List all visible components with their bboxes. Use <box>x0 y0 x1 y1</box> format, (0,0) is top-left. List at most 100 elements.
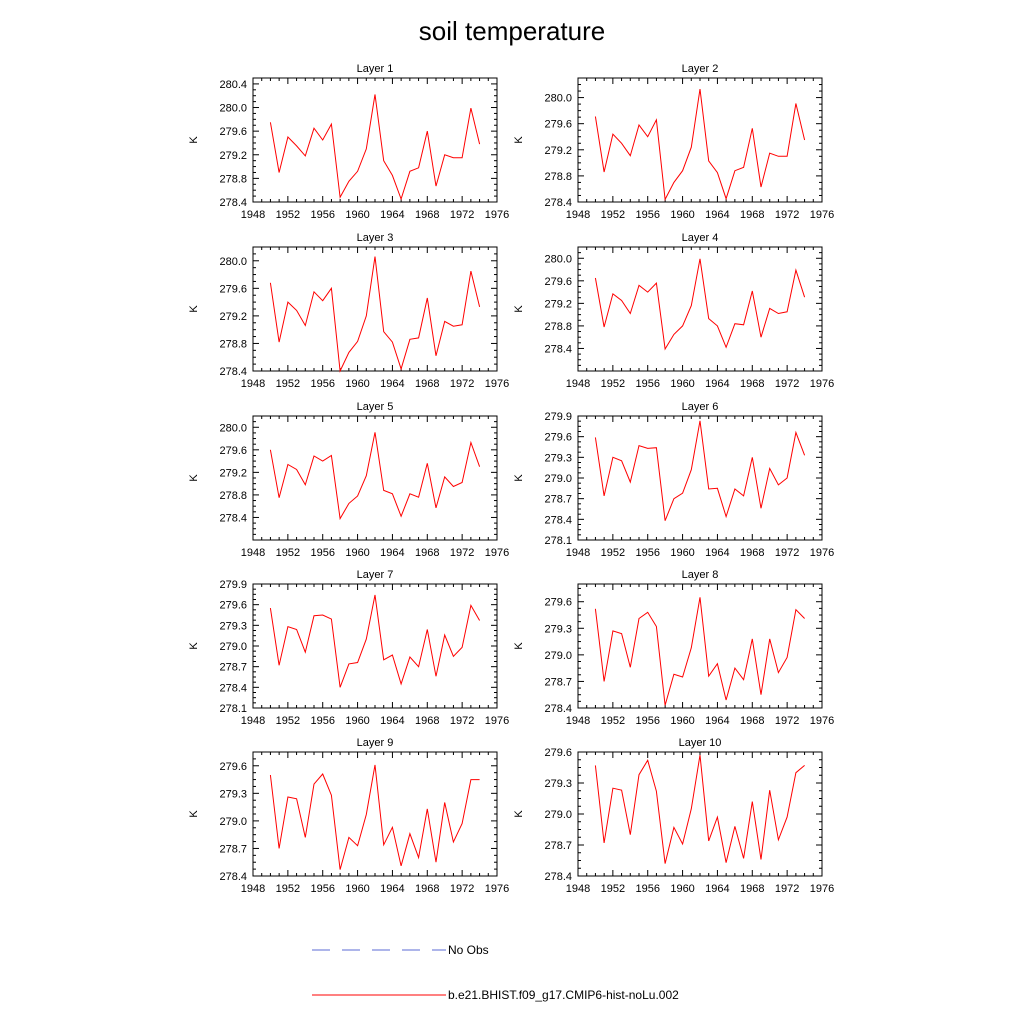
panel-layer-8: Layer 8 K 1948 1952 1956 1960 1964 1968 1972 1976… <box>513 569 834 727</box>
y-axis-label: K <box>513 642 525 650</box>
panel-title: Layer 9 <box>357 737 394 749</box>
x-tick-label: 1976 <box>485 715 509 727</box>
series-line-model <box>269 94 481 201</box>
plot-frame <box>577 415 823 541</box>
plot-frame <box>577 583 823 709</box>
panel-layer-5: Layer 5 K 1948 1952 1956 1960 1964 1968 1972 1976… <box>188 401 509 559</box>
x-tick-label: 1956 <box>310 209 334 221</box>
x-tick-label: 1968 <box>740 209 764 221</box>
x-tick-label: 1960 <box>670 715 694 727</box>
y-tick-label: 278.4 <box>544 197 572 209</box>
x-tick-label: 1948 <box>241 378 265 390</box>
y-axis-label: K <box>188 136 200 144</box>
y-tick-label: 278.1 <box>219 703 247 715</box>
x-tick-label: 1960 <box>345 715 369 727</box>
plot-frame <box>577 77 823 203</box>
x-tick-label: 1968 <box>740 715 764 727</box>
y-tick-label: 279.6 <box>544 432 572 444</box>
x-tick-label: 1952 <box>276 209 300 221</box>
x-tick-label: 1972 <box>450 883 474 895</box>
y-tick-label: 279.9 <box>219 579 247 591</box>
y-axis-label: K <box>513 305 525 313</box>
panel-title: Layer 4 <box>682 232 719 244</box>
x-tick-label: 1976 <box>810 378 834 390</box>
legend-label-no-obs: No Obs <box>448 943 489 957</box>
x-tick-label: 1972 <box>775 715 799 727</box>
y-tick-label: 279.3 <box>219 620 247 632</box>
panel-title: Layer 5 <box>357 401 394 413</box>
x-tick-label: 1972 <box>450 715 474 727</box>
y-tick-label: 279.6 <box>544 597 572 609</box>
panel-layer-4: Layer 4 K 1948 1952 1956 1960 1964 1968 1972 1976… <box>513 232 834 390</box>
y-tick-label: 278.4 <box>219 871 247 883</box>
x-tick-label: 1972 <box>450 378 474 390</box>
x-tick-label: 1964 <box>705 209 729 221</box>
y-tick-label: 279.6 <box>544 119 572 131</box>
x-tick-label: 1968 <box>415 883 439 895</box>
y-axis-label: K <box>513 810 525 818</box>
panel-title: Layer 7 <box>357 569 394 581</box>
x-tick-label: 1948 <box>241 209 265 221</box>
x-tick-label: 1948 <box>241 883 265 895</box>
legend-label-model: b.e21.BHIST.f09_g17.CMIP6-hist-noLu.002 <box>448 988 679 1002</box>
x-tick-label: 1960 <box>670 547 694 559</box>
x-tick-label: 1964 <box>380 883 404 895</box>
y-tick-label: 279.6 <box>544 276 572 288</box>
y-tick-label: 278.4 <box>219 197 247 209</box>
x-tick-label: 1956 <box>635 209 659 221</box>
y-tick-label: 278.7 <box>544 676 572 688</box>
series-line-model <box>269 256 481 373</box>
plot-frame <box>577 246 823 372</box>
x-tick-label: 1968 <box>740 883 764 895</box>
y-tick-label: 278.7 <box>219 662 247 674</box>
x-tick-label: 1952 <box>601 715 625 727</box>
y-tick-label: 279.0 <box>544 473 572 485</box>
y-tick-label: 279.0 <box>219 816 247 828</box>
x-tick-label: 1960 <box>345 378 369 390</box>
plot-frame <box>252 246 498 372</box>
x-tick-label: 1964 <box>380 209 404 221</box>
x-tick-label: 1960 <box>670 883 694 895</box>
x-tick-label: 1952 <box>601 883 625 895</box>
y-tick-label: 279.2 <box>219 311 247 323</box>
y-tick-label: 279.2 <box>219 150 247 162</box>
y-tick-label: 280.0 <box>219 422 247 434</box>
y-axis-label: K <box>188 642 200 650</box>
x-tick-label: 1956 <box>635 547 659 559</box>
x-tick-label: 1956 <box>635 378 659 390</box>
x-tick-label: 1976 <box>485 209 509 221</box>
series-line-model <box>594 755 805 864</box>
y-tick-label: 279.3 <box>219 788 247 800</box>
x-tick-label: 1948 <box>566 715 590 727</box>
y-tick-label: 279.3 <box>544 778 572 790</box>
x-tick-label: 1968 <box>415 547 439 559</box>
y-tick-label: 278.8 <box>544 321 572 333</box>
x-tick-label: 1952 <box>276 547 300 559</box>
x-tick-label: 1948 <box>566 547 590 559</box>
x-tick-label: 1948 <box>566 378 590 390</box>
y-tick-label: 279.3 <box>544 623 572 635</box>
x-tick-label: 1956 <box>310 883 334 895</box>
x-tick-label: 1976 <box>810 209 834 221</box>
y-axis-label: K <box>188 305 200 313</box>
y-tick-label: 278.4 <box>544 703 572 715</box>
y-tick-label: 279.3 <box>544 452 572 464</box>
y-axis-label: K <box>188 810 200 818</box>
y-tick-label: 278.1 <box>544 535 572 547</box>
plot-frame <box>577 751 823 877</box>
panel-layer-7: Layer 7 K 1948 1952 1956 1960 1964 1968 1972 1976… <box>188 569 509 727</box>
plot-frame <box>252 583 498 709</box>
y-tick-label: 279.9 <box>544 411 572 423</box>
y-tick-label: 278.4 <box>219 682 247 694</box>
x-tick-label: 1964 <box>380 715 404 727</box>
y-axis-label: K <box>188 474 200 482</box>
panel-title: Layer 3 <box>357 232 394 244</box>
x-tick-label: 1964 <box>705 378 729 390</box>
y-tick-label: 278.4 <box>544 514 572 526</box>
panel-title: Layer 1 <box>357 63 394 75</box>
y-tick-label: 279.2 <box>219 467 247 479</box>
x-tick-label: 1956 <box>310 547 334 559</box>
x-tick-label: 1968 <box>415 715 439 727</box>
y-tick-label: 278.7 <box>544 494 572 506</box>
x-tick-label: 1964 <box>705 883 729 895</box>
